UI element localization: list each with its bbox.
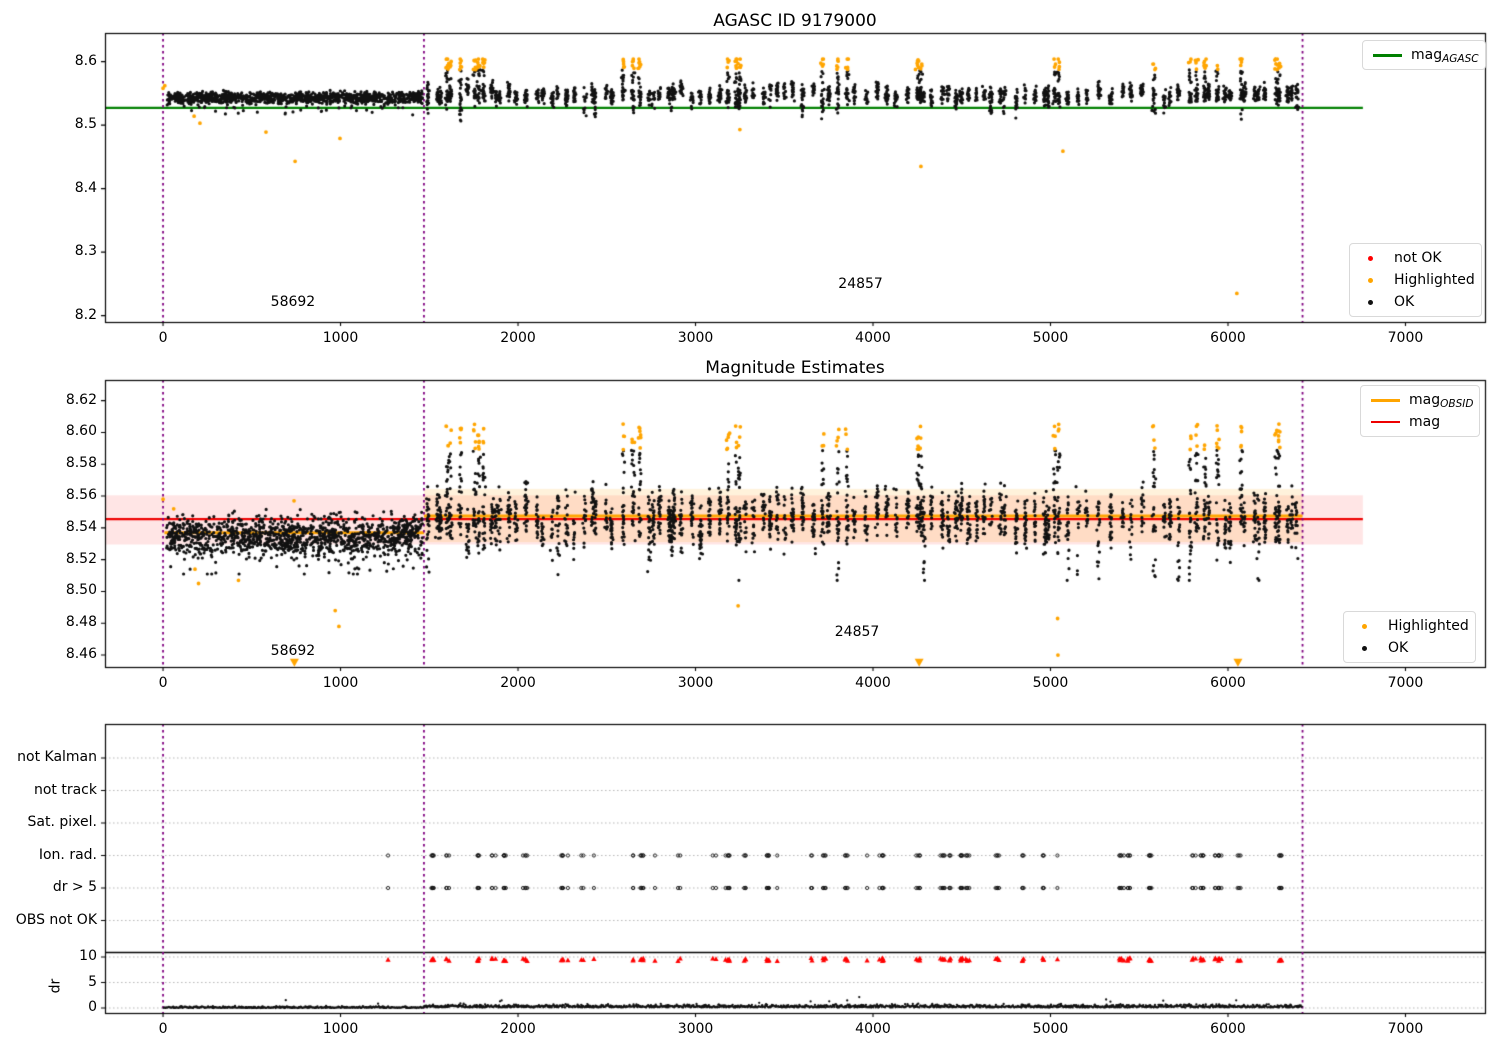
- annotation-24857-top: 24857: [838, 275, 883, 292]
- annotation-58692-middle: 58692: [270, 643, 316, 660]
- x-tick-label: 3000: [677, 1021, 714, 1037]
- legend-label: magOBSID: [1409, 392, 1474, 410]
- mag-line-icon: [1371, 421, 1400, 423]
- legend-row: magOBSID: [1363, 389, 1473, 411]
- mag-obsid-line-icon: [1371, 398, 1400, 402]
- y-tick-label: 8.6: [74, 52, 97, 69]
- x-tick-label: 1000: [322, 330, 359, 346]
- legend-row: OK: [1352, 291, 1475, 313]
- legend-mag-obsid: magOBSID mag: [1360, 385, 1481, 437]
- legend-label: OK: [1388, 640, 1409, 656]
- legend-label: Highlighted: [1394, 272, 1475, 288]
- x-tick-label: 4000: [855, 675, 891, 691]
- x-tick-label: 4000: [855, 330, 891, 346]
- x-tick-label: 7000: [1387, 675, 1424, 691]
- legend-label: not OK: [1394, 250, 1442, 266]
- legend-label: mag: [1409, 414, 1441, 430]
- y-tick-label: 8.60: [65, 423, 97, 440]
- x-tick-label: 2000: [500, 1021, 536, 1037]
- x-tick-label: 5000: [1032, 675, 1069, 691]
- x-tick-label: 3000: [677, 330, 714, 346]
- y-tick-label: 8.54: [65, 518, 97, 535]
- legend-label: Highlighted: [1388, 618, 1469, 634]
- flag-category-label: Ion. rad.: [38, 846, 97, 863]
- annotation-24857-middle: 24857: [834, 624, 880, 641]
- legend-label: magAGASC: [1411, 47, 1479, 65]
- dr-tick-label: 5: [88, 973, 97, 990]
- y-tick-label: 8.62: [65, 391, 97, 408]
- not-ok-marker-icon: [1368, 255, 1373, 261]
- x-tick-label: 6000: [1210, 330, 1246, 346]
- flag-category-label: Sat. pixel.: [27, 814, 97, 830]
- legend-top-markers: not OK Highlighted OK: [1349, 243, 1482, 317]
- highlighted-marker-icon: [1368, 277, 1373, 283]
- y-tick-label: 8.58: [65, 455, 97, 472]
- ok-marker-icon: [1362, 645, 1367, 651]
- x-tick-label: 0: [158, 330, 168, 346]
- flag-category-label: not Kalman: [17, 749, 97, 765]
- middle-plot-title: Magnitude Estimates: [705, 358, 885, 378]
- y-tick-label: 8.48: [65, 614, 97, 631]
- legend-mag-agasc: magAGASC: [1362, 40, 1486, 70]
- x-tick-label: 0: [158, 675, 168, 691]
- y-tick-label: 8.46: [65, 646, 97, 663]
- y-tick-label: 8.5: [74, 116, 97, 133]
- y-tick-label: 8.3: [74, 243, 97, 260]
- legend-row: mag: [1363, 411, 1473, 433]
- legend-row: Highlighted: [1352, 269, 1475, 291]
- ok-marker-icon: [1368, 299, 1373, 305]
- flag-category-label: not track: [33, 781, 97, 798]
- x-tick-label: 7000: [1387, 1021, 1424, 1037]
- mag-agasc-line-icon: [1373, 53, 1402, 57]
- x-tick-label: 6000: [1210, 675, 1246, 691]
- x-tick-label: 5000: [1032, 1021, 1069, 1037]
- x-tick-label: 3000: [677, 675, 714, 691]
- y-tick-label: 8.50: [65, 582, 97, 599]
- legend-middle-markers: Highlighted OK: [1343, 611, 1476, 663]
- y-tick-label: 8.56: [65, 487, 97, 504]
- legend-row: magAGASC: [1365, 44, 1479, 66]
- annotation-58692-top: 58692: [270, 293, 316, 310]
- legend-row: Highlighted: [1346, 615, 1469, 637]
- x-tick-label: 5000: [1032, 330, 1069, 346]
- x-tick-label: 0: [158, 1021, 168, 1037]
- x-tick-label: 7000: [1387, 330, 1424, 346]
- legend-row: not OK: [1352, 247, 1475, 269]
- dr-tick-label: 0: [88, 999, 97, 1015]
- highlighted-marker-icon: [1362, 623, 1367, 629]
- x-tick-label: 2000: [500, 675, 536, 691]
- flag-category-label: dr > 5: [52, 879, 97, 895]
- top-plot-title: AGASC ID 9179000: [713, 11, 877, 31]
- x-tick-label: 6000: [1210, 1021, 1246, 1037]
- x-tick-label: 2000: [500, 330, 536, 346]
- y-tick-label: 8.2: [74, 306, 97, 323]
- y-tick-label: 8.52: [65, 550, 97, 567]
- x-tick-label: 1000: [322, 1021, 359, 1037]
- x-tick-label: 4000: [855, 1021, 891, 1037]
- dr-tick-label: 10: [79, 948, 97, 964]
- legend-label: OK: [1394, 294, 1415, 310]
- x-tick-label: 1000: [322, 675, 359, 691]
- legend-row: OK: [1346, 637, 1469, 659]
- flag-category-label: OBS not OK: [15, 911, 97, 928]
- y-tick-label: 8.4: [74, 179, 97, 196]
